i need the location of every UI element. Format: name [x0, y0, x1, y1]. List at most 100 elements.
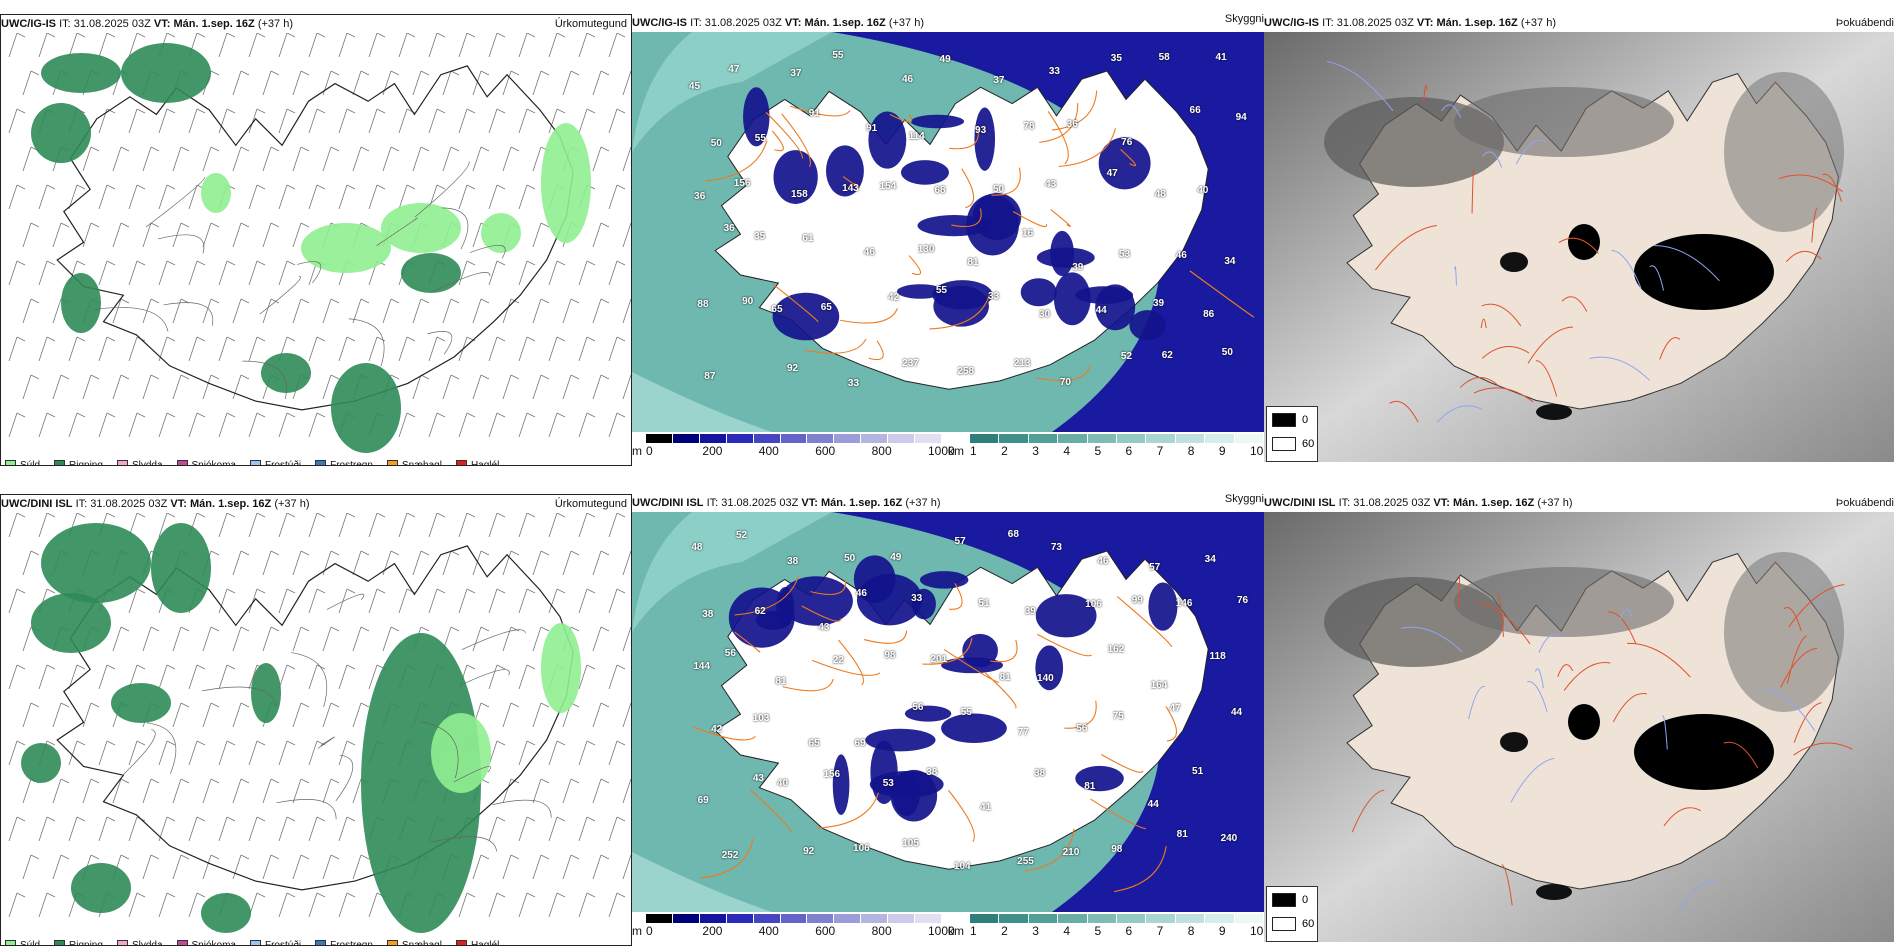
wind-barb-flag	[120, 854, 130, 860]
colorbar-unit: km	[948, 924, 964, 938]
panel-header: UWC/DINI ISL IT: 31.08.2025 03Z VT: Mán.…	[632, 494, 941, 512]
wind-barb-flag	[346, 513, 356, 518]
wind-barb-flag	[286, 412, 296, 418]
wind-barb-flag	[256, 33, 266, 38]
precip-area	[41, 53, 121, 93]
wind-barb	[112, 222, 122, 248]
fog-legend-row: 60	[1272, 917, 1314, 931]
river	[1534, 668, 1544, 689]
wind-barb-flag	[570, 778, 580, 784]
wind-barb-flag	[406, 513, 416, 518]
wind-barb-flag	[540, 550, 550, 556]
wind-barb	[442, 298, 452, 324]
wind-barb-flag	[570, 374, 580, 380]
wind-barb-flag	[540, 778, 550, 784]
colorbar-segment	[1205, 914, 1235, 923]
fog-legend-swatch	[1272, 893, 1296, 907]
vt-label: VT:	[801, 497, 818, 509]
wind-barb-flag	[360, 854, 370, 860]
vt-label: VT:	[1416, 17, 1434, 29]
precip-area	[31, 593, 111, 653]
wind-barb-flag	[150, 374, 160, 380]
road	[1788, 584, 1845, 628]
wind-barb	[232, 298, 242, 324]
wind-barb	[68, 664, 78, 690]
wind-barb	[592, 854, 602, 880]
wind-barb-flag	[300, 778, 310, 784]
wind-barb-flag	[256, 184, 266, 190]
it-label: IT:	[1338, 497, 1351, 509]
wind-barb	[338, 892, 348, 918]
wind-barb-flag	[346, 108, 356, 114]
wind-barb-flag	[466, 513, 476, 518]
wind-barb	[352, 778, 362, 804]
wind-barb	[458, 513, 468, 538]
wind-barb	[158, 892, 168, 918]
precip-legend-item: Frostúði	[249, 939, 301, 945]
wind-barb	[608, 588, 618, 614]
road	[1037, 633, 1092, 657]
wind-barb-flag	[286, 336, 296, 342]
wind-barb	[578, 892, 588, 918]
wind-barb-flag	[120, 222, 130, 228]
wind-barb	[518, 33, 528, 58]
wind-barb	[172, 222, 182, 248]
wind-barb-flag	[420, 626, 430, 632]
fog-legend: 0 60	[1266, 406, 1318, 462]
precip-area	[61, 273, 101, 333]
colorbar-tick-label: 7	[1156, 924, 1164, 938]
wind-barb	[532, 298, 542, 324]
precip-panel: UWC/DINI ISL IT: 31.08.2025 03Z VT: Mán.…	[0, 494, 632, 946]
fog-legend-value: 0	[1302, 414, 1309, 426]
elevation-colorbar: m 0 200 400 600 800 1000	[632, 914, 955, 940]
wind-barb-flag	[286, 260, 296, 266]
wind-barb	[548, 336, 558, 362]
wind-barb-flag	[16, 336, 26, 342]
wind-barb	[188, 336, 198, 362]
visibility-value-label: 98	[884, 649, 896, 661]
wind-barb-flag	[586, 816, 596, 822]
wind-barb-flag	[480, 550, 490, 556]
wind-barb	[278, 816, 288, 842]
wind-barb-flag	[360, 550, 370, 556]
visibility-patch	[1035, 645, 1064, 691]
visibility-colorbar: km 1 2 3 4 5 6 7 8 9 10	[948, 434, 1264, 460]
visibility-value-label: 140	[1037, 672, 1054, 684]
wind-barb-flag	[510, 70, 520, 76]
wind-barb	[142, 222, 152, 248]
panel-title: Skyggni	[1224, 14, 1264, 25]
river	[1326, 60, 1394, 112]
road	[705, 140, 768, 182]
wind-barb-flag	[180, 854, 190, 860]
wind-barb-flag	[346, 664, 356, 670]
colorbar-segment	[753, 434, 781, 443]
wind-barb	[68, 184, 78, 210]
wind-barb-flag	[360, 626, 370, 632]
wind-barb	[428, 412, 438, 438]
wind-barb	[608, 336, 618, 362]
road	[991, 167, 1021, 196]
wind-barb	[458, 892, 468, 918]
lead-time: (+37 h)	[274, 498, 310, 510]
wind-barb	[398, 108, 408, 134]
wind-barb	[458, 108, 468, 134]
wind-barb	[442, 70, 452, 96]
road	[1025, 828, 1075, 872]
wind-barb-flag	[106, 740, 116, 746]
fog-legend-value: 60	[1302, 438, 1315, 450]
it-label: IT:	[59, 18, 71, 30]
wind-barb-flag	[16, 664, 26, 670]
river	[1441, 104, 1462, 118]
wind-barb	[188, 816, 198, 842]
colorbar-segment	[1028, 914, 1059, 923]
wind-barb-flag	[450, 626, 460, 632]
wind-barb	[532, 146, 542, 172]
wind-barb	[232, 146, 242, 172]
wind-barb-flag	[196, 336, 206, 342]
precip-legend-swatch	[386, 939, 398, 945]
wind-barb-flag	[480, 626, 490, 632]
wind-barb	[592, 778, 602, 804]
wind-barb-flag	[376, 336, 386, 342]
visibility-value-label: 46	[1175, 249, 1187, 261]
visibility-value-label: 34	[1204, 554, 1216, 566]
